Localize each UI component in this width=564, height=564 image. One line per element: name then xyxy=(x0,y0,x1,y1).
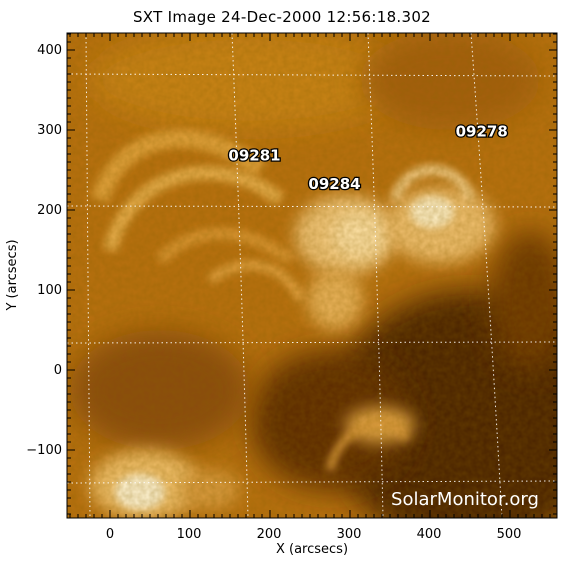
sun-image xyxy=(67,33,557,518)
x-tick-label: 100 xyxy=(177,527,202,542)
region-label-09284: 09284 xyxy=(308,175,360,193)
region-label-09278: 09278 xyxy=(456,122,508,140)
y-tick-label: 100 xyxy=(37,283,62,298)
y-tick-label: −100 xyxy=(26,443,62,458)
y-tick-labels: 400 300 200 100 0 −100 xyxy=(26,43,62,458)
x-tick-label: 0 xyxy=(106,527,114,542)
y-tick-label: 400 xyxy=(37,43,62,58)
coordinate-grid xyxy=(67,33,557,518)
image-title: SXT Image 24-Dec-2000 12:56:18.302 xyxy=(132,8,432,26)
x-tick-label: 200 xyxy=(257,527,282,542)
x-tick-label: 500 xyxy=(497,527,522,542)
active-region-labels: 09281 09284 09278 xyxy=(227,121,509,194)
axis-ticks xyxy=(67,33,557,518)
y-axis-title: Y (arcsecs) xyxy=(5,239,20,311)
plot-frame xyxy=(66,32,558,519)
x-axis-title: X (arcsecs) xyxy=(276,542,348,557)
y-tick-label: 0 xyxy=(54,363,62,378)
y-tick-label: 300 xyxy=(37,123,62,138)
x-tick-labels: 0 100 200 300 400 500 xyxy=(106,527,522,542)
y-tick-label: 200 xyxy=(37,203,62,218)
region-label-09281: 09281 xyxy=(228,146,280,164)
watermark: SolarMonitor.org xyxy=(391,489,539,510)
x-tick-label: 400 xyxy=(417,527,442,542)
x-tick-label: 300 xyxy=(337,527,362,542)
